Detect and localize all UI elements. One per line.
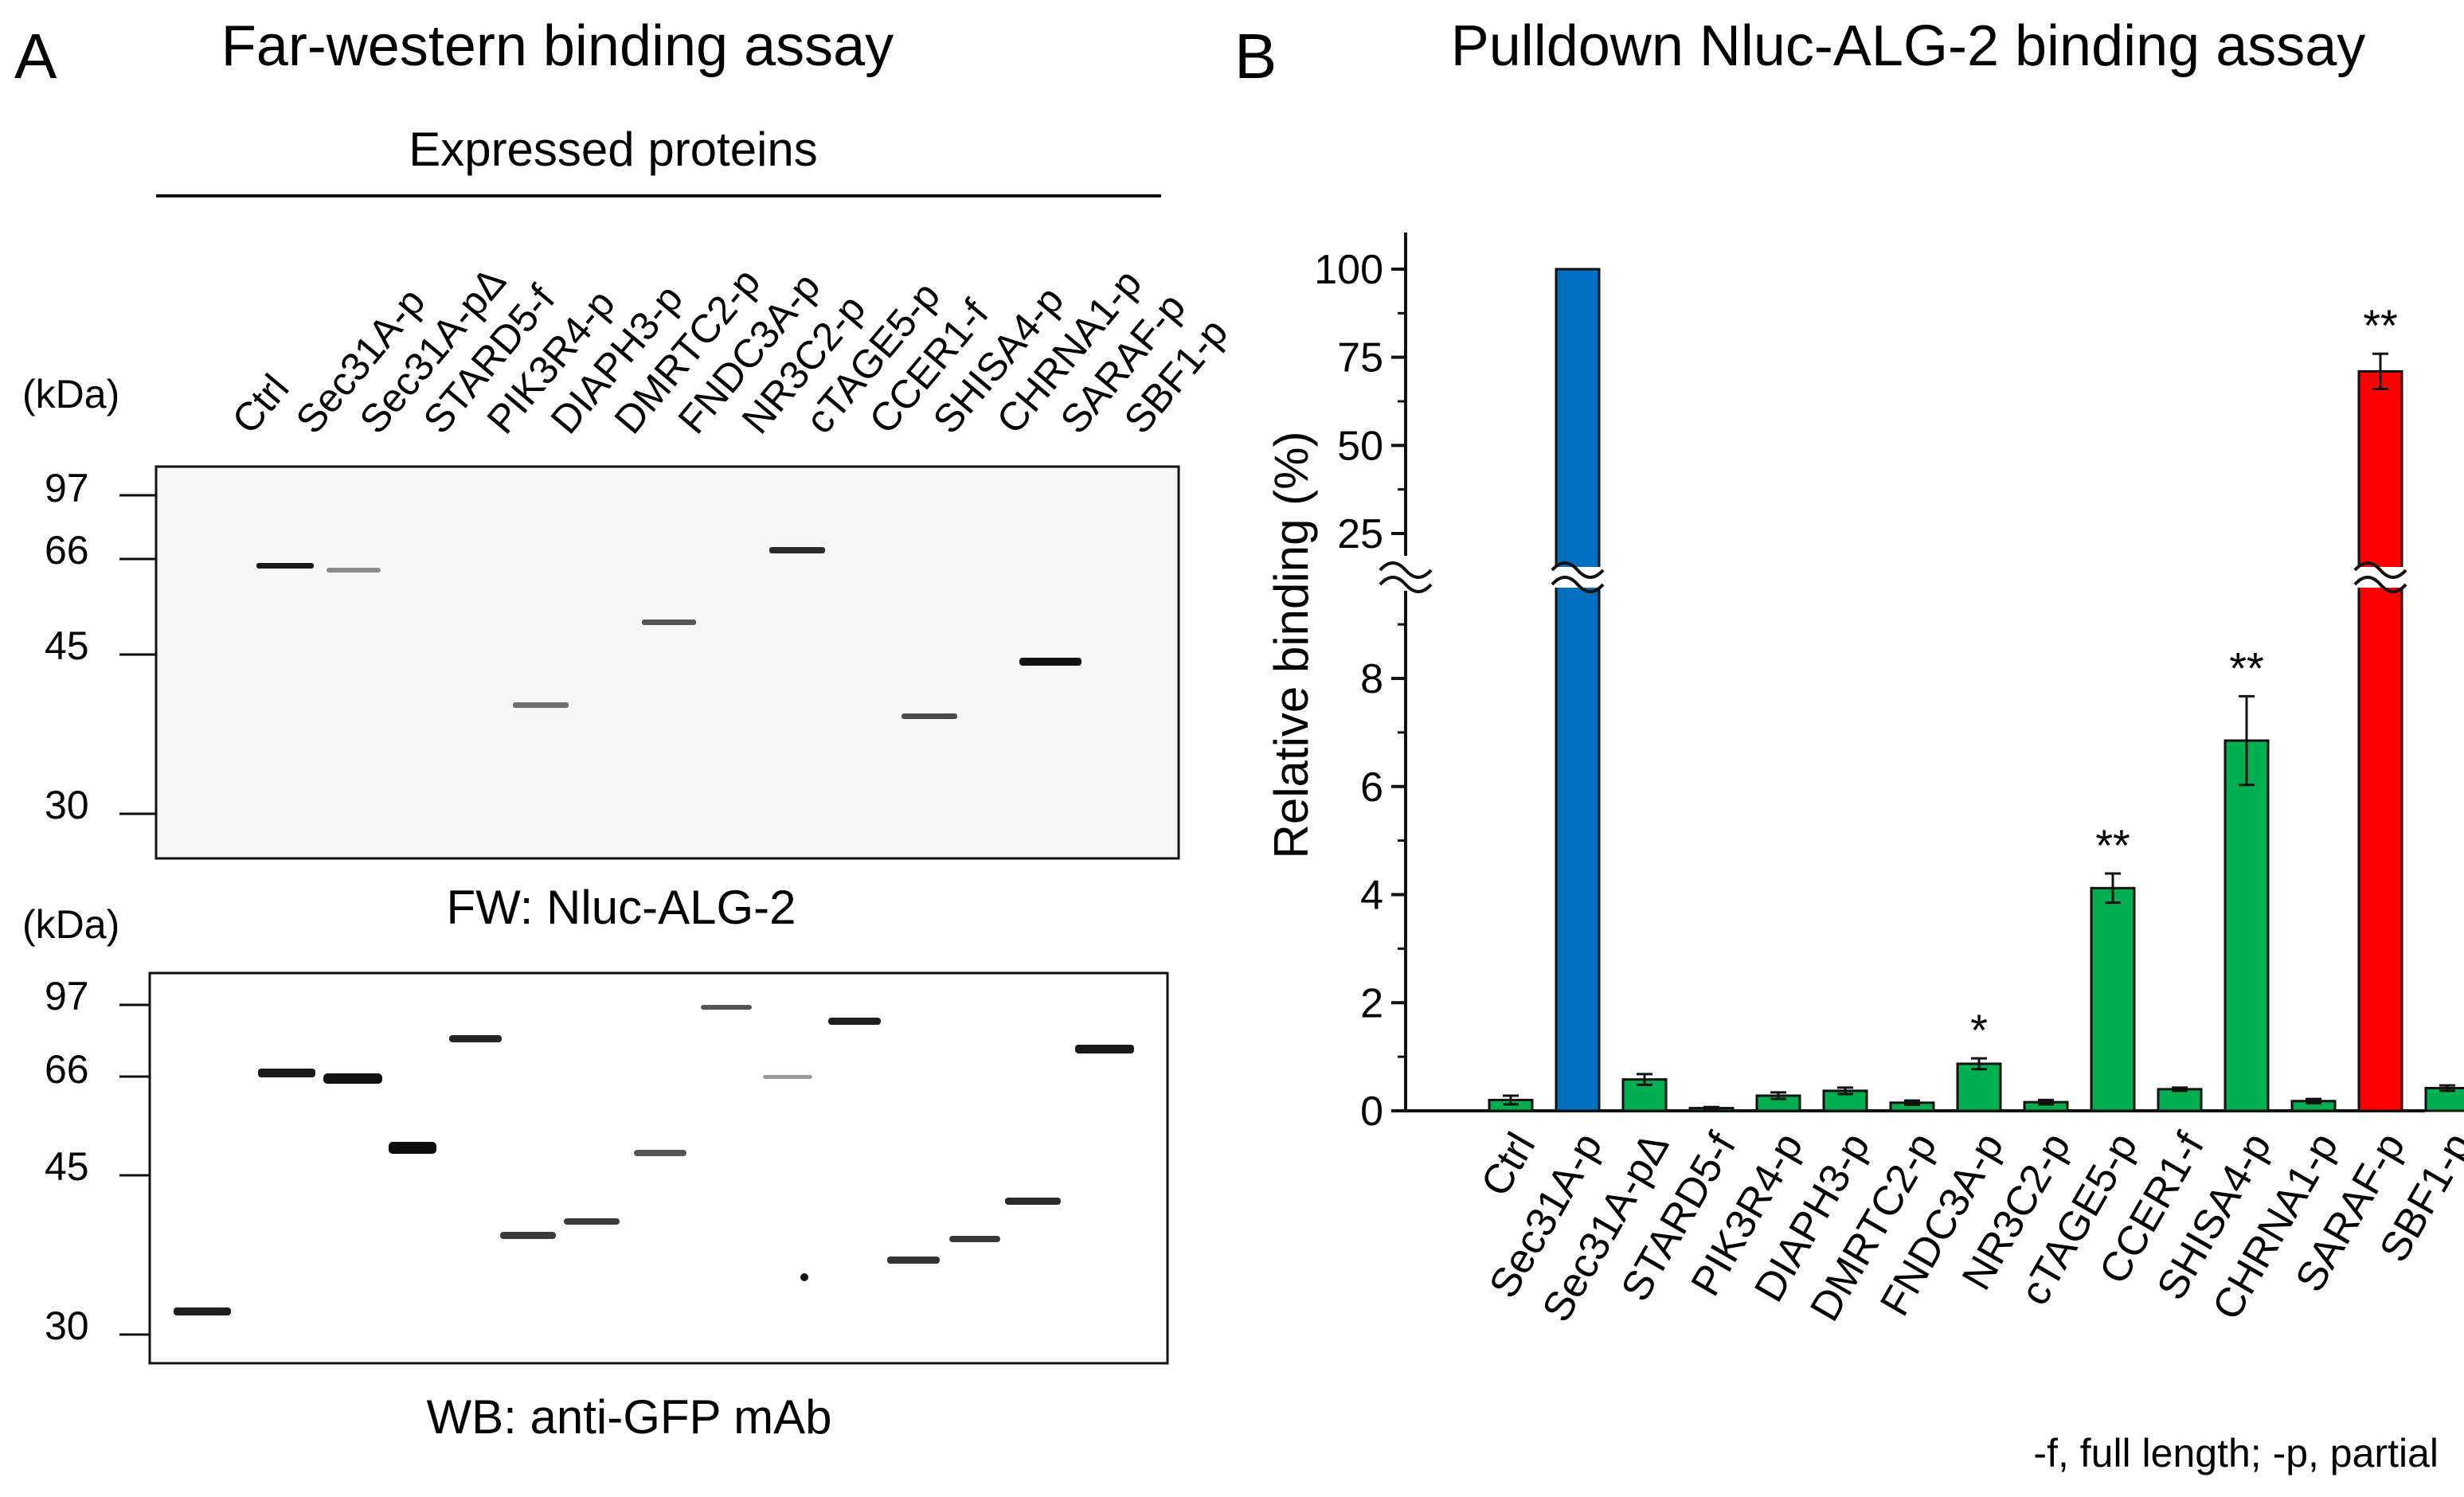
error-bar-sec31a-p xyxy=(1637,1073,1652,1086)
bar-break-sec31a-p-lower xyxy=(1551,576,1605,593)
error-bar-nr3c2-p xyxy=(2038,1098,2054,1106)
blot1-band-nr3c2-p xyxy=(769,547,825,553)
panel-b-title: Pulldown Nluc-ALG-2 binding assay xyxy=(1451,14,2366,78)
blot2-kda-label: (kDa) xyxy=(22,902,119,947)
lane-labels: CtrlSec31A-pSec31A-pΔSTARD5-fPIK3R4-pDIA… xyxy=(224,259,1237,442)
blot2-marker-97: 97 xyxy=(45,974,89,1018)
significance-saraf-p: ** xyxy=(2363,300,2398,350)
error-bar-diaph3-p xyxy=(1837,1086,1853,1096)
panel-a-letter: A xyxy=(14,21,57,92)
blot2-speck xyxy=(800,1273,808,1281)
blot1-kda-label: (kDa) xyxy=(22,372,119,416)
error-bar-saraf-p xyxy=(2372,352,2388,391)
blot1-marker-66: 66 xyxy=(45,528,89,573)
y-tick-label-upper-25: 25 xyxy=(1337,511,1383,557)
blot2-band-nr3c2-p-upper xyxy=(701,1005,752,1010)
blot1-band-chrna1-p xyxy=(1019,658,1081,666)
error-bar-ctrl xyxy=(1503,1094,1519,1106)
blot1-band-cctage-p xyxy=(902,713,957,719)
blot2-caption: WB: anti-GFP mAb xyxy=(426,1390,831,1444)
bar-chart: 02468255075100CtrlSec31A-pSec31A-pΔSTARD… xyxy=(1314,233,2464,1330)
panel-b-letter: B xyxy=(1234,21,1277,92)
blot2-band-sec31a-pd xyxy=(323,1073,382,1084)
blot2-band-ctrl xyxy=(174,1307,231,1315)
error-bar-ctage5-p xyxy=(2105,872,2121,905)
blot1-band-pik3r4-p xyxy=(513,702,569,708)
bar-saraf-p xyxy=(2357,369,2403,1112)
blot1-marker-97: 97 xyxy=(45,466,89,510)
blot1-membrane xyxy=(154,465,1180,860)
y-tick-label-upper-75: 75 xyxy=(1337,335,1383,381)
expressed-proteins-label: Expressed proteins xyxy=(409,123,818,176)
blot1-marker-30: 30 xyxy=(45,783,89,827)
blot1-band-sec31a-pd xyxy=(327,568,381,573)
blot2-band-fndc3a-p xyxy=(634,1150,686,1156)
blot2-band-dmrtc2-p xyxy=(564,1218,620,1225)
blot2-band-sbf1-p xyxy=(1075,1045,1134,1053)
y-axis-label: Relative binding (%) xyxy=(1265,432,1318,859)
bar-fndc3a-p xyxy=(1956,1062,2002,1112)
significance-shisa4-p: ** xyxy=(2229,643,2264,693)
blot2-markers: 97 66 45 30 xyxy=(45,974,150,1348)
blot2-band-ccer1-f xyxy=(887,1257,940,1264)
y-tick-label-upper-100: 100 xyxy=(1314,247,1383,293)
bar-shisa4-p xyxy=(2223,739,2270,1112)
significance-ctage5-p: ** xyxy=(2095,820,2130,870)
bar-break-sec31a-p-mask xyxy=(1552,567,1603,588)
y-tick-label-lower-0: 0 xyxy=(1360,1089,1383,1135)
y-tick-label-lower-2: 2 xyxy=(1360,980,1383,1026)
blot2-band-nr3c2-p-lower xyxy=(763,1075,812,1079)
error-bar-fndc3a-p xyxy=(1971,1057,1987,1071)
blot2-band-pik3r4-p xyxy=(449,1035,502,1042)
blot2-band-ctage5-p xyxy=(828,1018,881,1025)
bar-break-saraf-p-upper xyxy=(2353,561,2407,579)
y-axis-break-mask xyxy=(1380,567,1431,588)
error-bar-dmrtc2-p xyxy=(1904,1099,1920,1107)
blot1-caption: FW: Nluc-ALG-2 xyxy=(447,881,796,934)
blot1-marker-45: 45 xyxy=(45,623,89,668)
bar-break-saraf-p-mask xyxy=(2355,567,2406,588)
error-bar-chrna1-p xyxy=(2306,1097,2321,1104)
footnote: -f, full length; -p, partial xyxy=(2033,1431,2439,1476)
panel-a-title: Far-western binding assay xyxy=(221,14,894,78)
blot2-bands xyxy=(174,1005,1134,1315)
blot1-markers: 97 66 45 30 xyxy=(45,466,156,827)
error-bar-pik3r4-p xyxy=(1770,1091,1786,1100)
blot1-bands xyxy=(256,547,1081,719)
y-axis-break-lower xyxy=(1379,576,1433,593)
y-tick-label-lower-8: 8 xyxy=(1360,656,1383,702)
bar-sec31a-p xyxy=(1555,268,1601,1112)
error-bar-shisa4-p xyxy=(2239,694,2255,787)
bar-ctage5-p xyxy=(2090,886,2136,1112)
blot2-band-diaph3-p xyxy=(500,1232,556,1239)
blot2-marker-30: 30 xyxy=(45,1304,89,1348)
blot1-band-sec31a-p xyxy=(256,563,314,569)
y-axis-break-upper xyxy=(1379,561,1433,579)
blot2-membrane xyxy=(148,971,1169,1365)
blot2-marker-45: 45 xyxy=(45,1144,89,1189)
blot2-band-sec31a-p xyxy=(258,1069,315,1077)
blot2-band-stard5-f xyxy=(389,1142,436,1154)
y-tick-label-lower-6: 6 xyxy=(1360,764,1383,811)
significance-fndc3a-p: * xyxy=(1970,1005,1988,1055)
bar-ccer1-f xyxy=(2157,1088,2203,1112)
error-bar-ccer1-f xyxy=(2172,1086,2188,1092)
blot2-band-chrna1-p xyxy=(1005,1198,1061,1205)
error-bar-sbf1-p xyxy=(2439,1084,2455,1092)
lane-label-ctrl: Ctrl xyxy=(224,366,298,443)
error-bar-stard5-f xyxy=(1703,1105,1719,1111)
y-tick-label-lower-4: 4 xyxy=(1360,873,1383,919)
bar-break-saraf-p-lower xyxy=(2353,576,2407,593)
blot1-band-dmrtc2-p xyxy=(642,620,696,625)
blot2-band-shisa4-p xyxy=(949,1236,1000,1242)
bar-break-sec31a-p-upper xyxy=(1551,561,1605,579)
blot2-marker-66: 66 xyxy=(45,1047,89,1092)
y-tick-label-upper-50: 50 xyxy=(1337,423,1383,469)
